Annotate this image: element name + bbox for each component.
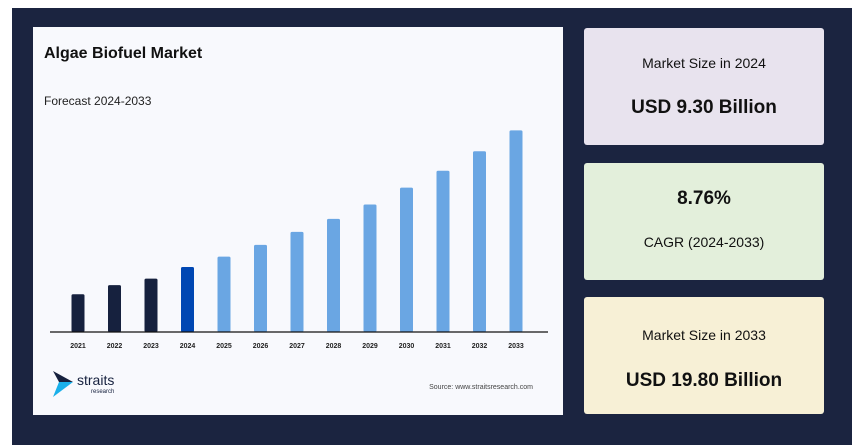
logo-arrow-icon [53,371,73,397]
bar-2032 [473,151,486,332]
card-value: USD 9.30 Billion [631,97,777,118]
bar-2033 [509,130,523,332]
bar-2022 [108,285,121,332]
card-label: Market Size in 2024 [642,55,766,71]
x-tick-label: 2032 [472,343,488,350]
x-tick-label: 2023 [143,343,159,350]
x-tick-label: 2025 [216,343,232,350]
bar-2024 [181,266,194,332]
cagr-card: 8.76% CAGR (2024-2033) [584,163,824,280]
x-tick-label: 2021 [70,343,86,350]
bar-2030 [400,187,413,332]
bar-2027 [290,231,304,332]
market-size-2024-card: Market Size in 2024 USD 9.30 Billion [584,28,824,145]
card-value: 8.76% [677,188,731,209]
chart-subtitle: Forecast 2024-2033 [44,94,152,108]
bar-2023 [144,278,158,332]
x-tick-label: 2031 [435,343,451,350]
bar-2021 [71,294,85,332]
card-value: USD 19.80 Billion [625,370,783,391]
logo-name: straits [77,371,115,388]
chart-panel: 2021 2022 2023 2024 2025 2026 2027 2028 2029 2030… [33,27,563,415]
chart-title: Algae Biofuel Market [44,45,203,62]
card-label: CAGR (2024-2033) [643,234,765,250]
x-tick-label: 2029 [362,343,378,350]
x-tick-label: 2028 [326,343,342,350]
x-tick-label: 2027 [289,343,305,350]
bar-2028 [327,218,340,332]
bar-2026 [254,244,267,332]
market-size-2033-card: Market Size in 2033 USD 19.80 Billion [584,297,824,414]
x-tick-label: 2022 [107,343,123,350]
logo-tagline: research [91,388,115,395]
x-tick-label: 2033 [508,343,524,350]
x-tick-label: 2024 [180,343,196,350]
bar-2029 [363,204,377,332]
x-tick-label: 2030 [399,343,415,350]
bar-2031 [436,170,450,332]
card-label: Market Size in 2033 [642,327,766,343]
bar-chart: 2021 2022 2023 2024 2025 2026 2027 2028 2029 2030… [50,130,548,350]
source-text: Source: www.straitsresearch.com [429,384,533,391]
bar-2025 [217,256,231,332]
straits-logo: straits research [53,371,114,397]
x-tick-label: 2026 [253,343,269,350]
